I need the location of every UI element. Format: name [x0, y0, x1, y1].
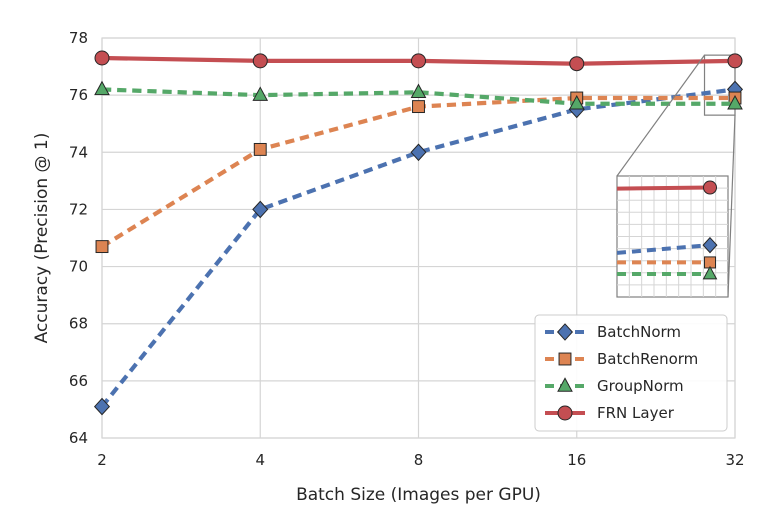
inset-series-line [617, 185, 711, 191]
zoom-connector [616, 54, 705, 177]
data-point [252, 86, 269, 101]
y-tick-label: 78 [69, 29, 88, 47]
inset-series-batchnorm [617, 236, 718, 255]
inset-series-frn-layer [617, 180, 717, 195]
y-tick-label: 70 [69, 258, 88, 276]
data-point [252, 53, 268, 69]
x-tick-label: 2 [97, 451, 107, 469]
data-point [94, 80, 110, 96]
data-point [412, 100, 425, 114]
y-tick-label: 68 [69, 315, 88, 333]
legend-label: FRN Layer [597, 404, 675, 422]
legend-item-groupnorm: GroupNorm [545, 377, 684, 395]
legend-marker [558, 352, 572, 366]
series-groupnorm [94, 80, 743, 110]
y-tick-label: 74 [69, 143, 88, 161]
y-axis-title: Accuracy (Precision @ 1) [32, 133, 52, 344]
legend-item-batchrenorm: BatchRenorm [545, 350, 698, 368]
inset-data-point [702, 236, 718, 254]
y-tick-label: 66 [69, 372, 88, 390]
x-tick-label: 4 [255, 451, 265, 469]
x-tick-label: 32 [725, 451, 744, 469]
legend-label: GroupNorm [597, 377, 684, 395]
legend-marker [557, 405, 573, 421]
data-point [568, 94, 585, 110]
data-point [411, 53, 426, 69]
y-tick-label: 76 [69, 86, 88, 104]
legend-item-frn-layer: FRN Layer [545, 404, 675, 422]
x-tick-label: 8 [414, 451, 424, 469]
legend-label: BatchNorm [597, 323, 681, 341]
y-axis-ticks: 64 66 68 70 72 74 76 78 [69, 29, 88, 447]
inset-series [617, 180, 718, 280]
legend-item-batchnorm: BatchNorm [545, 323, 681, 341]
data-point [95, 240, 109, 254]
data-point [410, 83, 427, 99]
legend-label: BatchRenorm [597, 350, 698, 368]
series-frn-layer [94, 50, 743, 72]
inset-series-line [617, 243, 711, 255]
data-point [93, 397, 111, 416]
series-layer [93, 50, 744, 416]
x-tick-label: 16 [567, 451, 586, 469]
y-tick-label: 72 [69, 200, 88, 218]
data-point [569, 56, 585, 72]
data-point [727, 94, 743, 110]
plot-border [101, 37, 736, 439]
x-axis-ticks: 2 4 8 16 32 [97, 451, 744, 469]
data-point [410, 143, 427, 162]
legend-marker [557, 377, 573, 392]
inset-series-groupnorm [617, 265, 718, 280]
x-axis-title: Batch Size (Images per GPU) [296, 485, 541, 505]
inset-zoom [616, 54, 736, 298]
y-tick-label: 64 [69, 429, 88, 447]
inset-data-point [703, 180, 717, 195]
data-point [253, 142, 267, 156]
legend-box [534, 314, 728, 432]
series-line [100, 87, 736, 408]
legend: BatchNorm BatchRenorm GroupNorm FRN Layer [534, 314, 728, 432]
inset-data-point [702, 265, 718, 280]
zoom-connector [727, 115, 736, 298]
data-point [727, 53, 743, 69]
plot-frame [101, 37, 736, 439]
data-point [94, 50, 110, 66]
data-point [252, 200, 269, 219]
legend-marker [556, 323, 574, 341]
